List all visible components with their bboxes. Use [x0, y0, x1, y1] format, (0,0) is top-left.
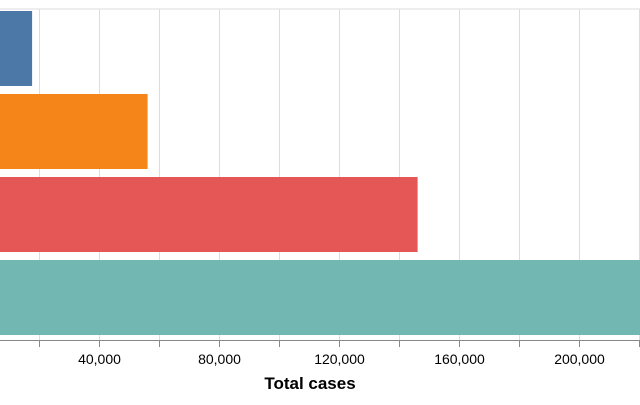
x-tick-label: 120,000: [314, 351, 365, 367]
x-tick-label: 160,000: [434, 351, 485, 367]
bar: [0, 260, 640, 335]
bar: [0, 177, 418, 252]
x-axis: 40,000 80,000 120,000 160,000 200,000: [0, 340, 640, 367]
x-tick-label: 200,000: [554, 351, 605, 367]
bars: [0, 11, 640, 335]
bar: [0, 11, 33, 86]
bar: [0, 94, 148, 169]
x-axis-title: Total cases: [264, 374, 355, 393]
x-tick-label: 80,000: [198, 351, 241, 367]
x-tick-label: 40,000: [78, 351, 121, 367]
